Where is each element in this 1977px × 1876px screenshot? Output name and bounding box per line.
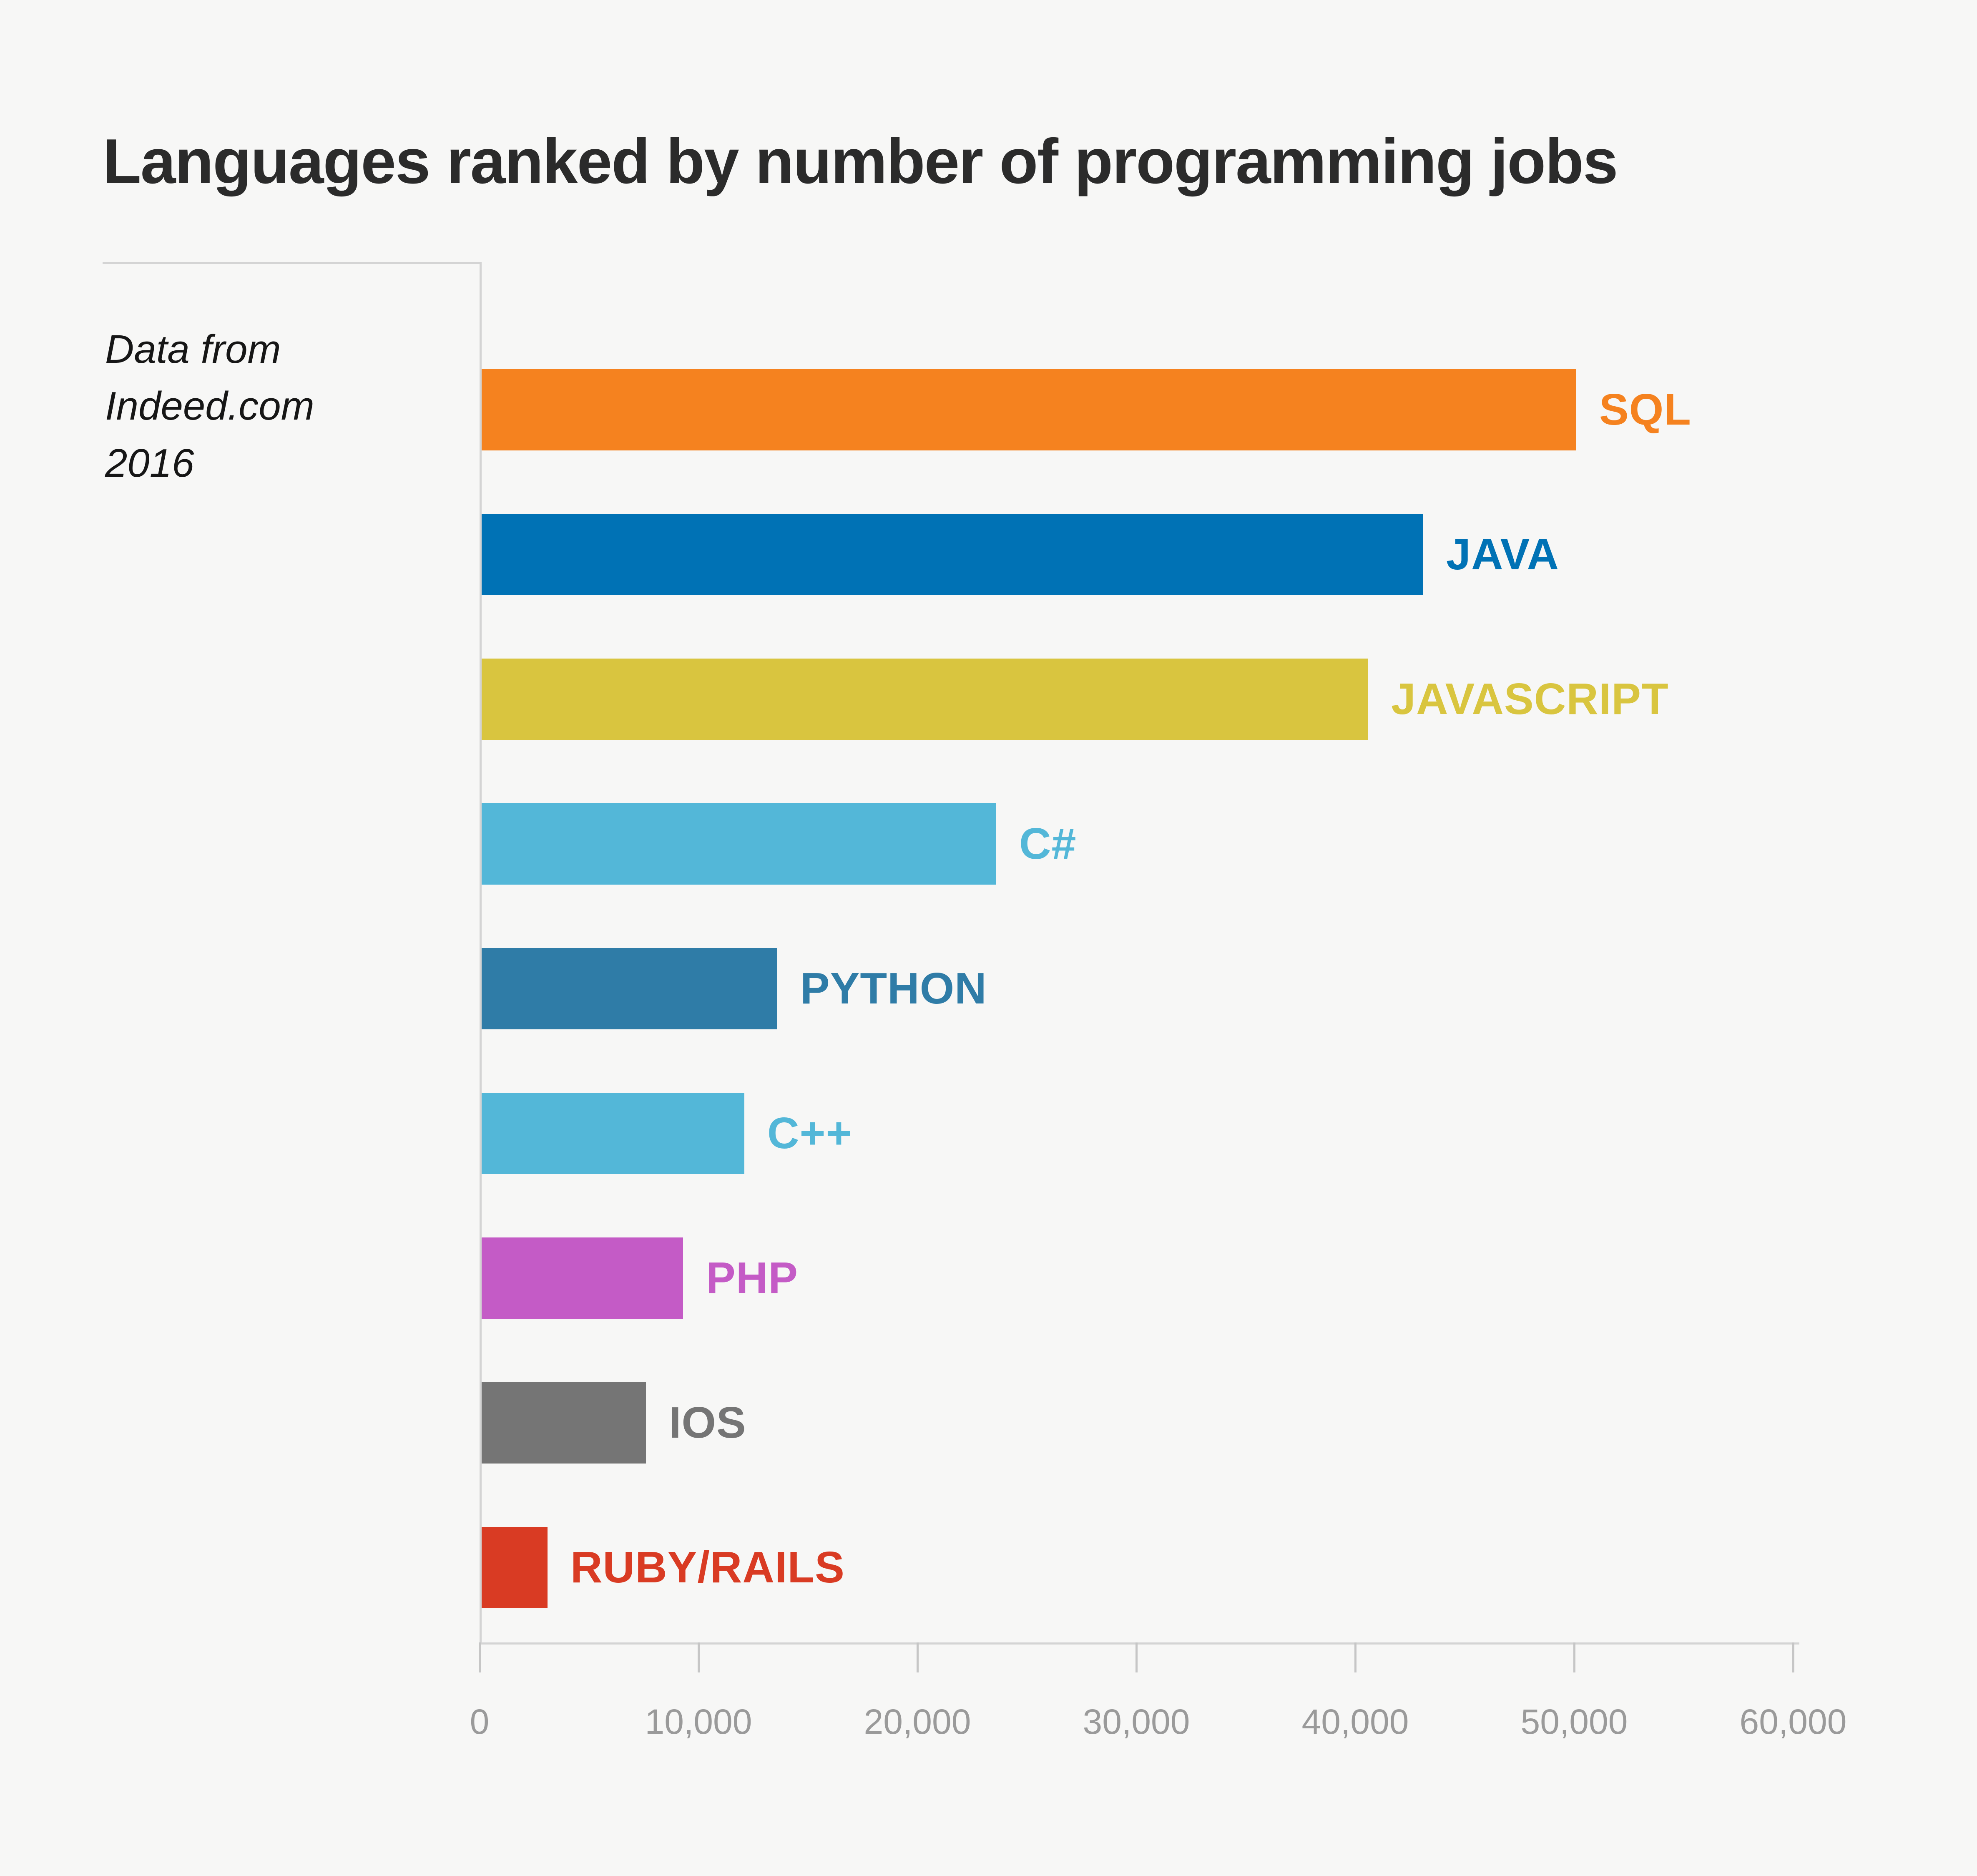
bar-row: PYTHON (482, 948, 987, 1029)
bar-label: JAVASCRIPT (1391, 674, 1669, 724)
source-note: Data from Indeed.com 2016 (105, 321, 314, 492)
source-note-line: Data from (105, 327, 281, 372)
x-tick-label: 50,000 (1520, 1702, 1628, 1741)
bar-label: PYTHON (800, 964, 987, 1013)
bar-row: SQL (482, 369, 1691, 450)
bar-row: IOS (482, 1382, 746, 1464)
x-tick-label: 20,000 (864, 1702, 971, 1741)
x-tick-label: 40,000 (1301, 1702, 1409, 1741)
bar (482, 659, 1368, 740)
bar (482, 369, 1576, 450)
bar (482, 1237, 683, 1319)
x-tick-mark (1573, 1642, 1575, 1672)
x-tick-mark (698, 1642, 700, 1672)
bar-row: PHP (482, 1237, 798, 1319)
x-axis-line (480, 1642, 1799, 1645)
bar-label: JAVA (1446, 530, 1560, 579)
bar (482, 514, 1423, 595)
bar-label: SQL (1599, 385, 1691, 434)
bar (482, 1382, 646, 1464)
x-tick-label: 0 (470, 1702, 490, 1741)
bar (482, 948, 777, 1029)
bar (482, 1093, 744, 1174)
x-tick-mark (1792, 1642, 1794, 1672)
bar-label: C++ (767, 1109, 852, 1158)
bar (482, 1527, 548, 1608)
bar (482, 803, 996, 885)
x-tick-mark (1135, 1642, 1138, 1672)
x-tick-label: 10,000 (645, 1702, 752, 1741)
bar-row: C# (482, 803, 1077, 885)
bar-row: JAVASCRIPT (482, 659, 1669, 740)
bar-row: C++ (482, 1093, 852, 1174)
x-tick-label: 30,000 (1083, 1702, 1190, 1741)
bar-label: C# (1019, 819, 1077, 868)
bar-row: JAVA (482, 514, 1559, 595)
bar-row: RUBY/RAILS (482, 1527, 845, 1608)
x-tick-label: 60,000 (1739, 1702, 1847, 1741)
x-tick-mark (479, 1642, 481, 1672)
bar-label: RUBY/RAILS (570, 1543, 845, 1592)
page-title: Languages ranked by number of programmin… (103, 126, 1618, 197)
y-axis-line (480, 262, 482, 1643)
source-note-line: 2016 (105, 440, 194, 485)
x-tick-mark (917, 1642, 919, 1672)
x-tick-mark (1354, 1642, 1357, 1672)
bar-label: PHP (706, 1253, 798, 1303)
top-rule (103, 262, 482, 264)
source-note-line: Indeed.com (105, 384, 314, 429)
bar-label: IOS (669, 1398, 746, 1447)
